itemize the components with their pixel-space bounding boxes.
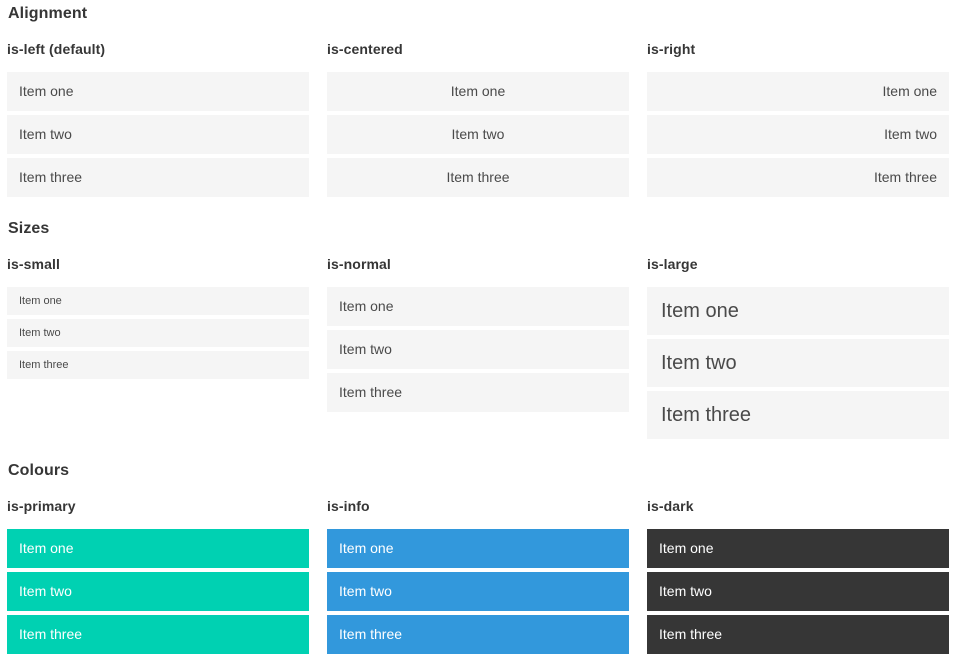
section-title: Alignment xyxy=(8,5,88,22)
item-list: Item one Item two Item three xyxy=(647,529,949,654)
item-list: Item one Item two Item three xyxy=(7,529,309,654)
group-label: is-normal xyxy=(327,256,391,272)
list-item: Item three xyxy=(647,158,949,197)
group-is-small: is-small Item one Item two Item three xyxy=(7,256,309,383)
group-label: is-dark xyxy=(647,498,694,514)
section-title: Colours xyxy=(8,462,70,479)
list-item: Item two xyxy=(647,339,949,387)
group-label: is-primary xyxy=(7,498,76,514)
group-is-large: is-large Item one Item two Item three xyxy=(647,256,949,443)
section-grid: is-left (default) Item one Item two Item t… xyxy=(7,41,949,201)
list-item: Item one xyxy=(327,529,629,568)
section-colours: Colours is-primary Item one Item two Item … xyxy=(7,461,949,654)
list-item: Item two xyxy=(7,572,309,611)
list-item: Item one xyxy=(327,72,629,111)
item-list: Item one Item two Item three xyxy=(647,287,949,439)
section-grid: is-primary Item one Item two Item three is… xyxy=(7,498,949,654)
group-is-left: is-left (default) Item one Item two Item t… xyxy=(7,41,309,201)
item-list: Item one Item two Item three xyxy=(327,529,629,654)
group-is-normal: is-normal Item one Item two Item three xyxy=(327,256,629,416)
item-list: Item one Item two Item three xyxy=(327,72,629,197)
group-label: is-left (default) xyxy=(7,41,106,57)
list-item: Item three xyxy=(327,158,629,197)
list-item: Item three xyxy=(647,391,949,439)
section-sizes: Sizes is-small Item one Item two Item thre… xyxy=(7,219,949,443)
list-item: Item one xyxy=(7,287,309,315)
group-label: is-large xyxy=(647,256,698,272)
list-item: Item two xyxy=(327,572,629,611)
list-item: Item two xyxy=(7,115,309,154)
list-item: Item three xyxy=(7,158,309,197)
list-item: Item three xyxy=(647,615,949,654)
list-item: Item two xyxy=(327,330,629,369)
list-item: Item two xyxy=(327,115,629,154)
list-item: Item one xyxy=(7,529,309,568)
list-item: Item three xyxy=(7,351,309,379)
list-item: Item one xyxy=(327,287,629,326)
group-is-right: is-right Item one Item two Item three xyxy=(647,41,949,201)
list-item: Item one xyxy=(647,72,949,111)
list-item: Item one xyxy=(647,287,949,335)
group-label: is-small xyxy=(7,256,60,272)
list-item: Item two xyxy=(647,115,949,154)
item-list: Item one Item two Item three xyxy=(327,287,629,412)
item-list: Item one Item two Item three xyxy=(7,72,309,197)
group-is-info: is-info Item one Item two Item three xyxy=(327,498,629,654)
list-item: Item three xyxy=(7,615,309,654)
list-item: Item three xyxy=(327,615,629,654)
item-list: Item one Item two Item three xyxy=(7,287,309,379)
section-alignment: Alignment is-left (default) Item one Item… xyxy=(7,4,949,201)
group-label: is-centered xyxy=(327,41,403,57)
group-label: is-info xyxy=(327,498,370,514)
section-grid: is-small Item one Item two Item three is-n… xyxy=(7,256,949,443)
group-is-dark: is-dark Item one Item two Item three xyxy=(647,498,949,654)
list-item: Item one xyxy=(647,529,949,568)
item-list: Item one Item two Item three xyxy=(647,72,949,197)
group-label: is-right xyxy=(647,41,696,57)
list-item: Item two xyxy=(647,572,949,611)
group-is-primary: is-primary Item one Item two Item three xyxy=(7,498,309,654)
group-is-centered: is-centered Item one Item two Item three xyxy=(327,41,629,201)
section-title: Sizes xyxy=(8,220,50,237)
list-item: Item three xyxy=(327,373,629,412)
list-item: Item two xyxy=(7,319,309,347)
list-item: Item one xyxy=(7,72,309,111)
